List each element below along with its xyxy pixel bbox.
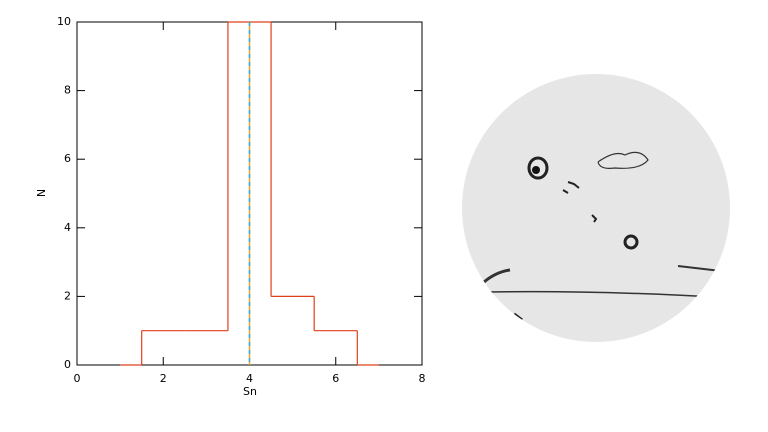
- y-axis-label: N: [35, 189, 48, 197]
- y-tick-label: 8: [64, 84, 71, 97]
- x-tick-label: 6: [332, 372, 339, 385]
- sun-image: [462, 74, 730, 342]
- x-tick-label: 0: [74, 372, 81, 385]
- x-tick-label: 8: [419, 372, 426, 385]
- x-axis-label: Sn: [243, 385, 257, 398]
- y-tick-label: 0: [64, 358, 71, 371]
- x-tick-label: 4: [246, 372, 253, 385]
- x-tick-label: 2: [160, 372, 167, 385]
- y-tick-label: 10: [57, 15, 71, 28]
- y-tick-label: 4: [64, 221, 71, 234]
- y-tick-label: 2: [64, 289, 71, 302]
- y-tick-label: 6: [64, 152, 71, 165]
